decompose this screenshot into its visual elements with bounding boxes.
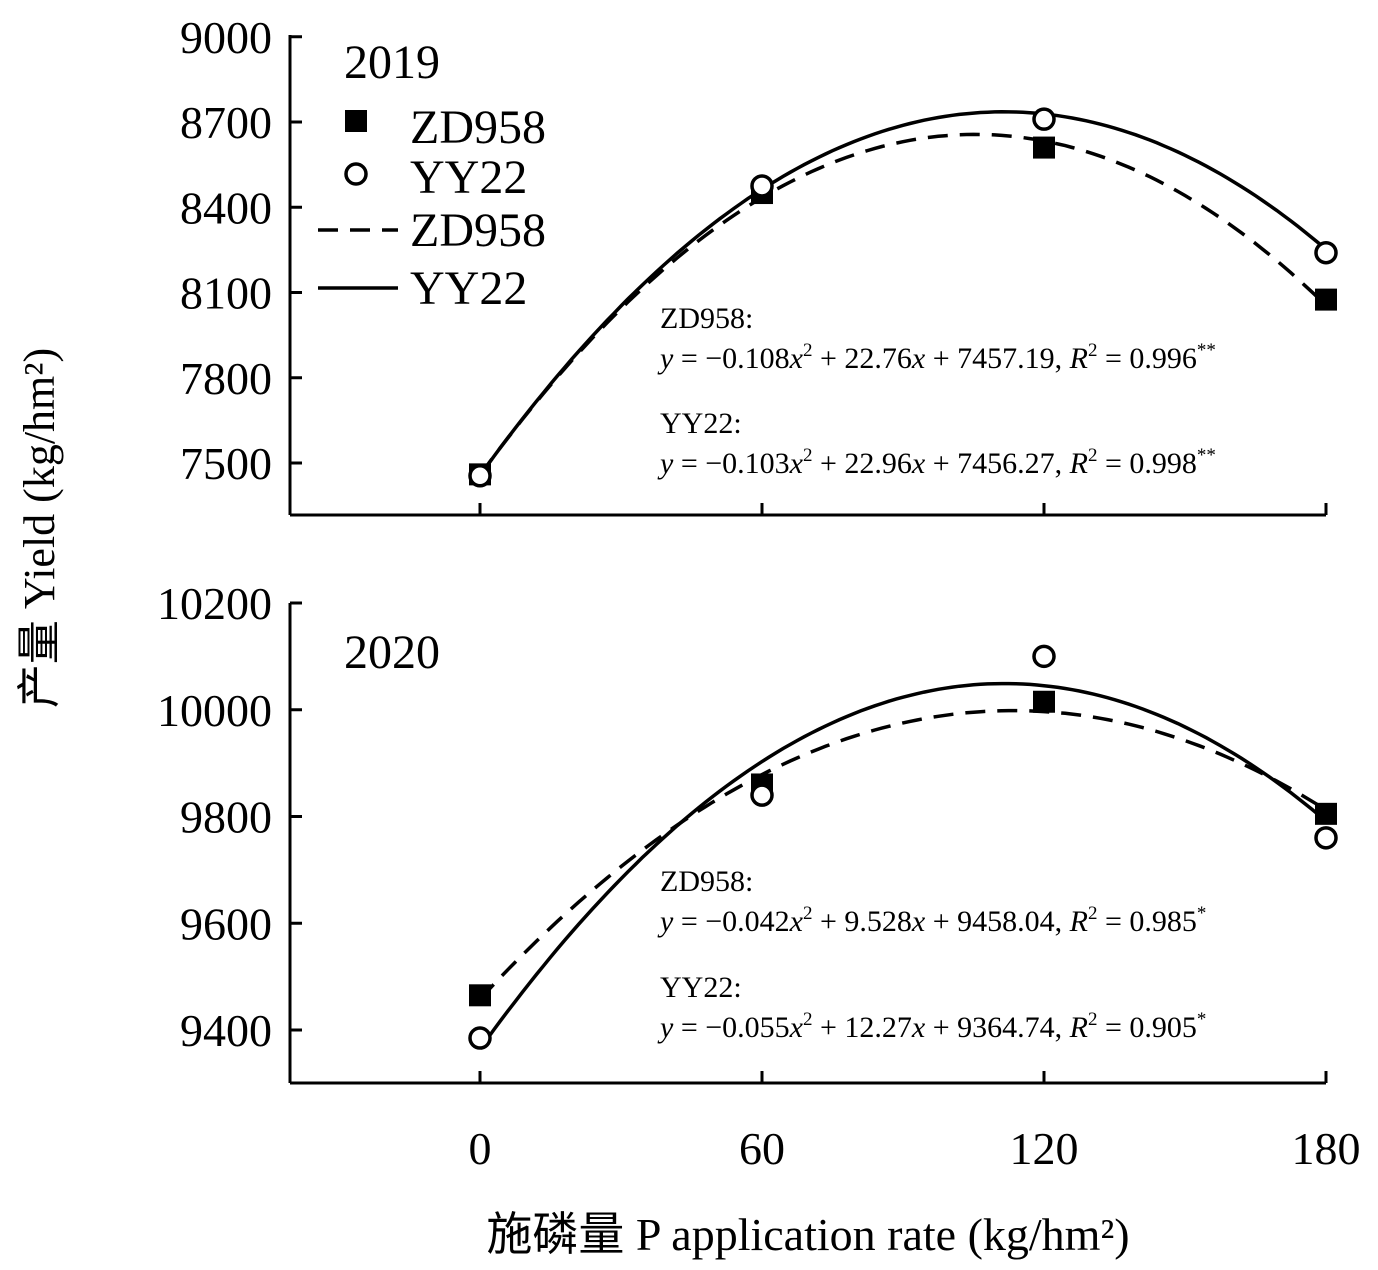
equation-zd958: y = −0.042x2 + 9.528x + 9458.04, R2 = 0.… — [657, 903, 1206, 938]
legend-marker-label-zd958: ZD958 — [410, 101, 546, 154]
legend-open-circle-icon — [344, 162, 368, 186]
panel-2020: 9400 9600 9800 10000 10200 0 60 120 180 2020 ZD958… — [157, 578, 1361, 1174]
legend-marker-label-yy22: YY22 — [410, 151, 527, 204]
point-yy22 — [1032, 107, 1056, 131]
legend: ZD958 YY22 ZD958 YY22 — [318, 101, 546, 315]
equation-zd958: y = −0.108x2 + 22.76x + 7457.19, R2 = 0.… — [657, 340, 1216, 375]
equation-series-name: ZD958: — [660, 865, 753, 898]
x-tick-label: 180 — [1292, 1123, 1361, 1174]
point-zd958 — [1315, 802, 1337, 825]
point-zd958 — [469, 984, 491, 1007]
point-yy22 — [468, 464, 492, 488]
y-tick-label: 9600 — [180, 898, 272, 949]
x-tick-label: 120 — [1010, 1123, 1079, 1174]
point-yy22 — [1314, 240, 1338, 265]
x-axis-label: 施磷量 P application rate (kg/hm²) — [486, 1209, 1129, 1260]
fit-line-zd958 — [478, 708, 1327, 1001]
fit-line-zd958 — [478, 132, 1328, 477]
point-zd958 — [1033, 136, 1055, 159]
y-tick-label: 9400 — [180, 1005, 272, 1056]
fit-line-yy22 — [478, 681, 1328, 1050]
point-yy22 — [468, 1026, 492, 1050]
panel-2019: 7500 7800 8100 8400 8700 9000 2019 ZD958: y = −0… — [180, 12, 1338, 517]
y-tick-label: 9000 — [180, 12, 272, 63]
y-axis-label: 产量 Yield (kg/hm²) — [15, 348, 64, 708]
y-tick-label: 10000 — [157, 685, 272, 736]
y-tick-label: 7500 — [180, 438, 272, 489]
y-tick-label: 8100 — [180, 268, 272, 319]
point-yy22 — [750, 174, 774, 198]
equation-yy22: y = −0.103x2 + 22.96x + 7456.27, R2 = 0.… — [657, 445, 1216, 480]
fit-line-yy22 — [478, 110, 1328, 477]
y-tick-label: 10200 — [157, 578, 272, 629]
x-tick-label: 60 — [739, 1123, 785, 1174]
point-yy22 — [1314, 826, 1338, 850]
y-tick-label: 7800 — [180, 353, 272, 404]
point-yy22 — [750, 783, 774, 807]
x-tick-label: 0 — [469, 1123, 492, 1174]
equation-series-name: ZD958: — [660, 302, 753, 335]
legend-line-label-zd958: ZD958 — [410, 204, 546, 257]
y-tick-label: 8700 — [180, 97, 272, 148]
point-yy22 — [1032, 644, 1056, 669]
equation-yy22: y = −0.055x2 + 12.27x + 9364.74, R2 = 0.… — [657, 1009, 1206, 1044]
legend-line-label-yy22: YY22 — [410, 262, 527, 315]
point-zd958 — [1033, 690, 1055, 713]
panel-year-label: 2019 — [344, 36, 440, 89]
equation-series-name: YY22: — [660, 971, 742, 1004]
equation-series-name: YY22: — [660, 407, 742, 440]
legend-filled-square-icon — [345, 110, 367, 132]
panel-year-label: 2020 — [344, 626, 440, 679]
y-tick-label: 8400 — [180, 182, 272, 233]
y-tick-label: 9800 — [180, 792, 272, 843]
point-zd958 — [1315, 288, 1337, 311]
